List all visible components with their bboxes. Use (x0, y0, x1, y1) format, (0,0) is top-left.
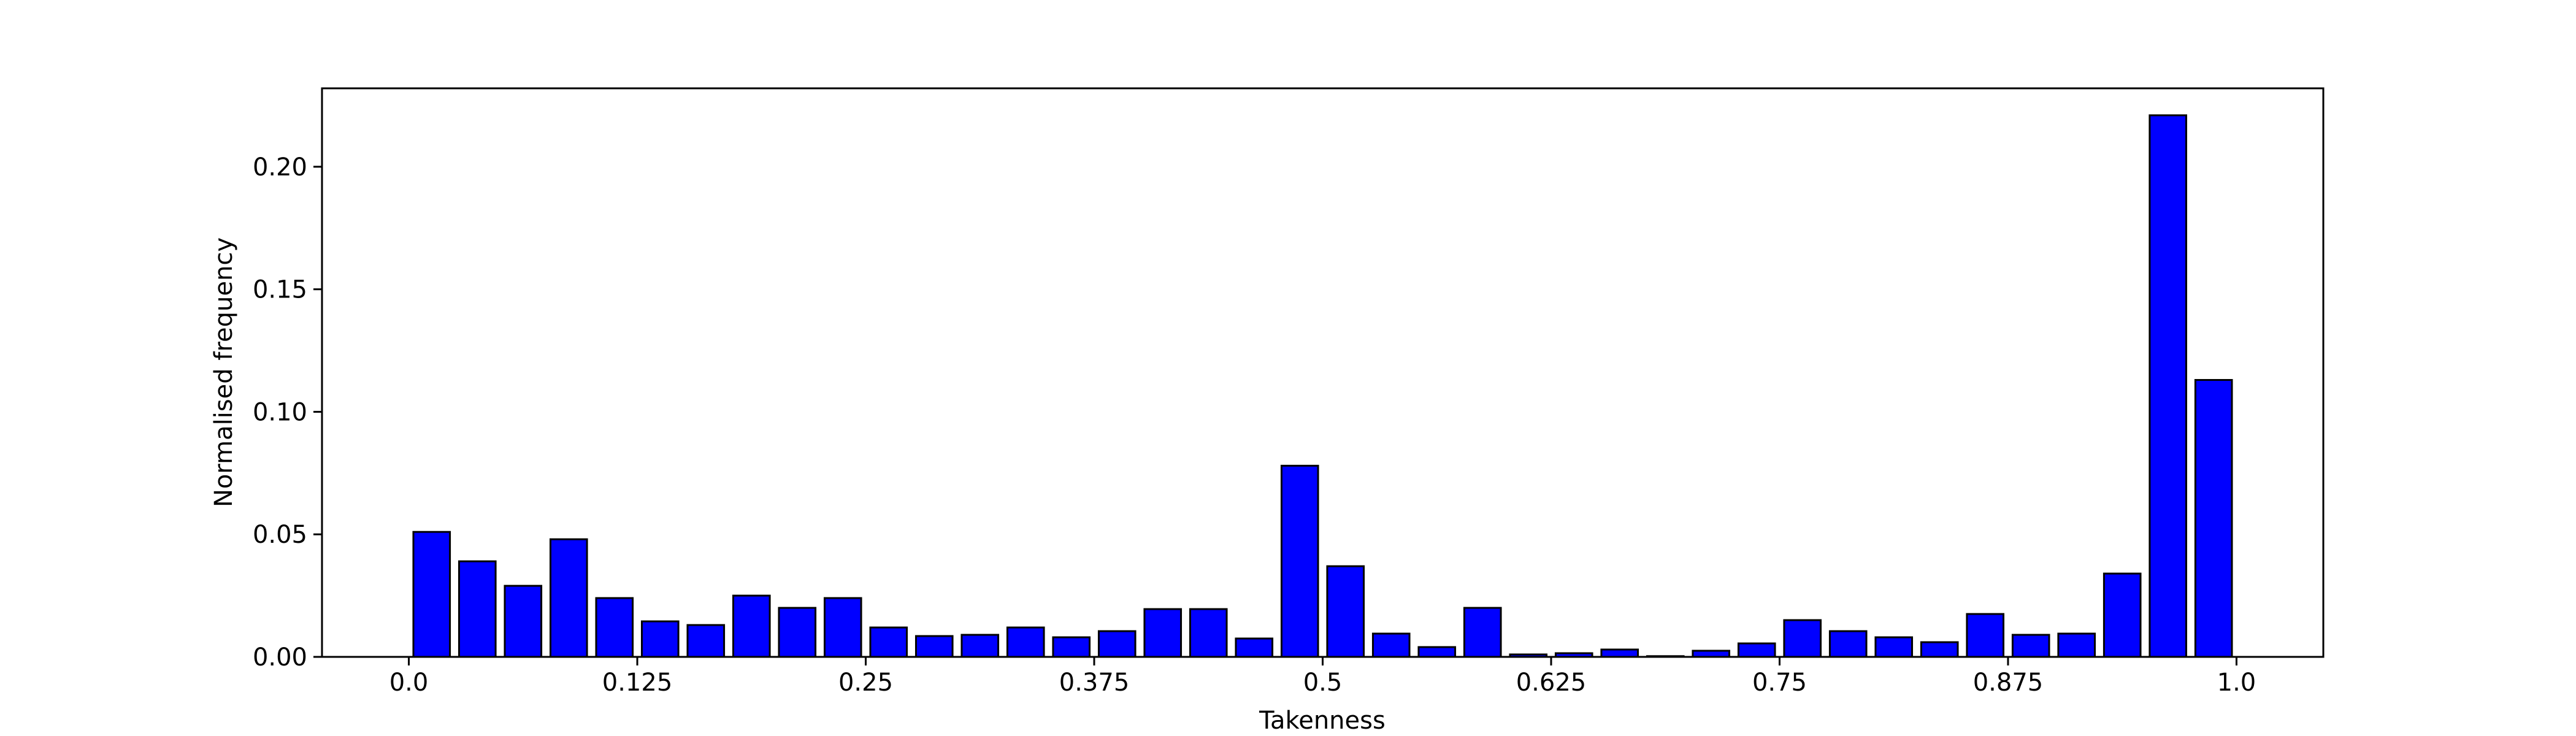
bar (1783, 619, 1822, 658)
bar (1189, 608, 1228, 658)
bar (1966, 613, 2005, 658)
bar (412, 531, 451, 658)
bar (1874, 636, 1914, 658)
x-tick-label: 0.5 (1303, 669, 1343, 697)
bar (2057, 632, 2096, 658)
bar (458, 560, 497, 658)
bar (1006, 626, 1045, 658)
x-axis-label: Takenness (1259, 707, 1386, 735)
bar (1463, 607, 1502, 658)
bars-group (412, 114, 2233, 658)
x-tick-label: 1.0 (2217, 669, 2256, 697)
y-tick-label: 0.20 (253, 153, 307, 182)
bar (1326, 565, 1365, 658)
y-tick-label: 0.05 (253, 521, 307, 549)
bar (960, 634, 1000, 658)
bar (504, 585, 543, 658)
y-axis-label: Normalised frequency (210, 237, 238, 507)
bar (1417, 646, 1457, 658)
x-tick-label: 0.625 (1516, 669, 1587, 697)
bar (823, 597, 862, 658)
bar (1828, 630, 1868, 658)
bar (1235, 637, 1274, 658)
bar (1052, 636, 1091, 658)
x-axis: 0.0 0.125 0.25 0.375 0.5 0.625 0.75 0.875 1.0 (389, 657, 2256, 697)
x-tick-label: 0.75 (1752, 669, 1807, 697)
x-tick-label: 0.875 (1973, 669, 2044, 697)
y-axis: 0.00 0.05 0.10 0.15 0.20 (253, 153, 322, 672)
bar (1143, 608, 1183, 658)
bar (1280, 464, 1319, 658)
bar (2103, 572, 2142, 658)
bar (778, 607, 817, 658)
bar (1371, 632, 1411, 658)
y-tick-label: 0.10 (253, 398, 307, 426)
bar (1600, 648, 1639, 658)
plot-frame (321, 87, 2325, 658)
bar (1737, 642, 1776, 658)
x-tick-label: 0.25 (838, 669, 893, 697)
bar (2194, 378, 2233, 658)
x-tick-label: 0.375 (1059, 669, 1130, 697)
y-tick-label: 0.15 (253, 276, 307, 304)
bar (686, 624, 726, 658)
bar (914, 635, 954, 658)
bar (2149, 114, 2188, 658)
bar (869, 626, 908, 658)
bar (595, 597, 634, 658)
x-tick-label: 0.125 (602, 669, 673, 697)
x-tick-label: 0.0 (389, 669, 429, 697)
bar (1097, 630, 1137, 658)
bar (549, 538, 588, 658)
bar (2011, 634, 2050, 658)
bar (732, 594, 771, 658)
bar (1920, 641, 1959, 658)
bar (640, 620, 680, 658)
y-tick-label: 0.00 (253, 643, 307, 672)
